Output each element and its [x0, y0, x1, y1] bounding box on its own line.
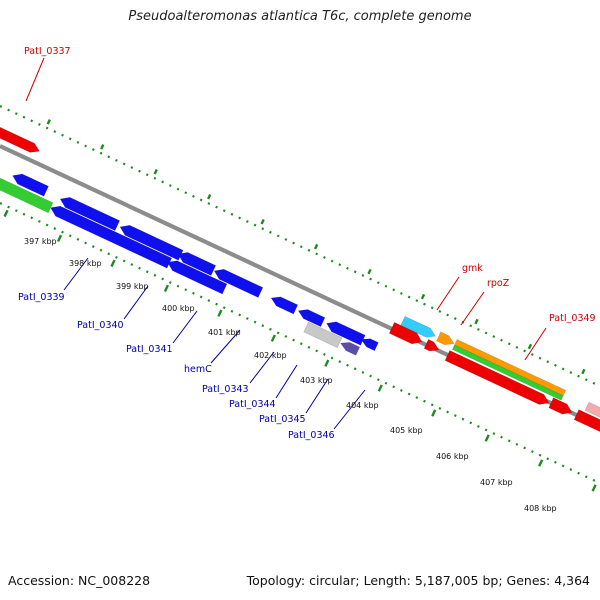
leader-line-forward — [460, 291, 485, 326]
leader-line-reverse — [333, 389, 366, 430]
scale-ticks — [0, 105, 600, 492]
gene-arrow-patI-0337[interactable] — [0, 118, 41, 153]
leader-line-forward — [436, 276, 460, 311]
kbp-scale-label: 397 kbp — [24, 237, 57, 246]
gene-arrow-pink-edge[interactable] — [584, 401, 600, 423]
kbp-scale-label: 404 kbp — [346, 401, 379, 410]
kbp-scale-label: 405 kbp — [390, 426, 423, 435]
inner-major-tick — [377, 384, 383, 392]
inner-major-tick — [217, 309, 223, 317]
kbp-scale-label: 402 kbp — [254, 351, 287, 360]
outer-major-tick — [153, 169, 158, 175]
gene-arrow-red-end[interactable] — [548, 397, 573, 415]
gene-arrow-patI-0339[interactable] — [59, 197, 121, 232]
gene-arrow-patI-0344[interactable] — [297, 309, 326, 328]
leader-line-reverse — [123, 285, 149, 320]
inner-major-tick — [538, 459, 544, 467]
leader-line-forward — [25, 57, 45, 102]
kbp-scale-label: 401 kbp — [208, 328, 241, 337]
leader-line-reverse — [275, 364, 298, 399]
gene-arrow-small-red[interactable] — [423, 339, 440, 352]
outer-major-tick — [207, 193, 212, 200]
gene-label-pati-0345[interactable]: PatI_0345 — [259, 414, 306, 425]
gene-arrow-blue[interactable] — [12, 173, 49, 197]
gene-label-pati-0340[interactable]: PatI_0340 — [77, 320, 124, 331]
genome-summary-text: Topology: circular; Length: 5,187,005 bp… — [246, 573, 590, 588]
gene-label-pati-0346[interactable]: PatI_0346 — [288, 430, 335, 441]
gene-label-rpoz[interactable]: rpoZ — [487, 278, 510, 289]
gene-label-pati-0341[interactable]: PatI_0341 — [126, 344, 173, 355]
gene-arrow-gmk[interactable] — [400, 315, 436, 338]
outer-major-tick — [420, 293, 426, 300]
gene-label-gmk[interactable]: gmk — [462, 263, 483, 274]
gene-arrow-hemC-2[interactable] — [213, 268, 264, 298]
kbp-scale-label: 398 kbp — [69, 259, 102, 268]
outer-major-tick — [367, 268, 372, 275]
inner-major-tick — [163, 284, 170, 292]
label-leaders — [25, 57, 547, 430]
map-title: Pseudoalteromonas atlantica T6c, complet… — [128, 9, 472, 24]
gene-label-pati-0339[interactable]: PatI_0339 — [18, 292, 65, 303]
gene-arrow-patI-0345-2[interactable] — [360, 338, 379, 352]
inner-major-tick — [484, 434, 490, 442]
kbp-scale-label: 399 kbp — [116, 282, 149, 291]
outer-major-tick — [313, 243, 319, 250]
gene-arrow-patI-0341[interactable] — [177, 252, 217, 276]
leader-line-reverse — [249, 351, 275, 384]
gene-label-pati-0343[interactable]: PatI_0343 — [202, 384, 249, 395]
leader-line-reverse — [305, 378, 329, 414]
leader-line-reverse — [63, 257, 89, 291]
gene-features — [0, 118, 600, 435]
map-labels: 397 kbp 398 kbp 399 kbp 400 kbp 401 kbp 402 k… — [18, 46, 596, 513]
gene-bar-green[interactable] — [0, 177, 54, 214]
gene-arrow-hemC[interactable] — [167, 260, 228, 295]
gene-bar-gray[interactable] — [303, 321, 343, 349]
gene-arrow-patI-0346[interactable] — [340, 342, 361, 356]
kbp-scale-label: 400 kbp — [162, 304, 195, 313]
gene-arrow-patI-0349[interactable] — [444, 350, 550, 405]
gene-arrow-patI-0343[interactable] — [270, 296, 299, 315]
gene-bar-green-2[interactable] — [451, 344, 564, 401]
leader-line-reverse — [210, 329, 241, 364]
inner-major-tick — [3, 209, 9, 218]
gene-label-pati-0344[interactable]: PatI_0344 — [229, 399, 276, 410]
inner-major-tick — [431, 409, 437, 417]
outer-major-tick — [46, 119, 51, 125]
gene-arrow-gmk-2[interactable] — [388, 322, 423, 345]
inner-major-tick — [56, 234, 63, 243]
inner-major-tick — [110, 259, 116, 267]
accession-text: Accession: NC_008228 — [8, 573, 151, 588]
inner-major-tick — [270, 334, 276, 342]
leader-line-reverse — [172, 310, 198, 344]
outer-major-tick — [527, 343, 533, 350]
gene-arrow-rpoZ[interactable] — [436, 331, 455, 346]
outer-major-tick — [474, 318, 479, 325]
gene-label-hemc[interactable]: hemC — [184, 364, 212, 375]
kbp-scale-label: 408 kbp — [524, 504, 557, 513]
inner-major-tick — [591, 484, 597, 492]
leader-line-forward — [524, 327, 547, 361]
kbp-scale-label: 403 kbp — [300, 376, 333, 385]
gene-label-pati-0349[interactable]: PatI_0349 — [549, 313, 596, 324]
kbp-scale-label: 406 kbp — [436, 452, 469, 461]
outer-major-tick — [260, 218, 265, 225]
gene-label-pati-0337[interactable]: PatI_0337 — [24, 46, 71, 57]
gene-arrow-red-edge[interactable] — [573, 409, 600, 435]
outer-major-tick — [100, 144, 105, 150]
kbp-scale-label: 407 kbp — [480, 478, 513, 487]
inner-major-tick — [324, 359, 330, 367]
outer-major-tick — [581, 368, 586, 375]
